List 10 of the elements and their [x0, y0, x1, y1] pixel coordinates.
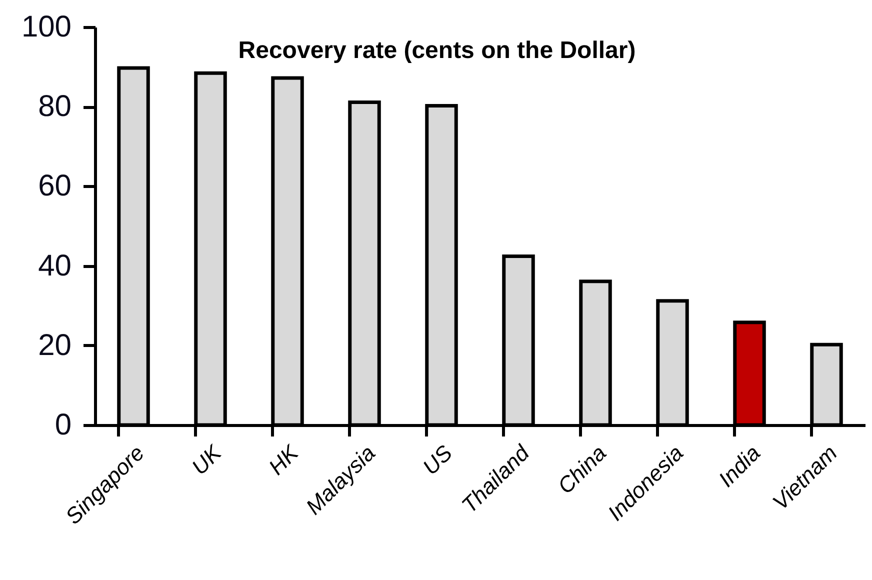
- x-tick-label: US: [418, 440, 458, 480]
- y-tick-label: 20: [38, 328, 72, 362]
- y-tick-label: 60: [38, 170, 72, 203]
- y-tick-label: 80: [38, 90, 72, 124]
- y-tick-label: 100: [21, 10, 72, 44]
- y-tick-label: 0: [54, 408, 72, 442]
- x-tick-label: UK: [186, 439, 227, 480]
- chart-title: Recovery rate (cents on the Dollar): [238, 37, 636, 64]
- x-tick-label: HK: [264, 439, 304, 480]
- y-tick-label: 40: [38, 249, 72, 282]
